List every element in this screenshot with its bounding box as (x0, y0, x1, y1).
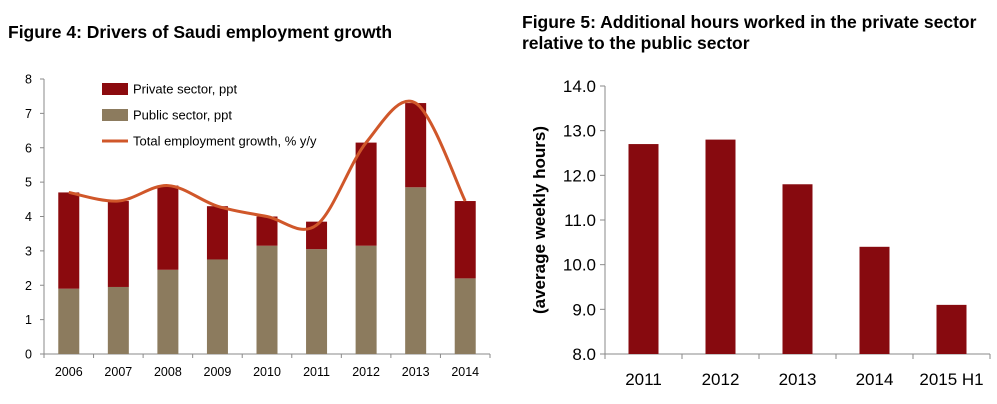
bar-hours (782, 184, 813, 354)
bar-hours (705, 139, 736, 354)
y-tick-label: 5 (25, 176, 32, 190)
bar-private-sector (405, 103, 427, 188)
bar-private-sector (157, 185, 179, 270)
bar-hours (628, 144, 659, 354)
legend-label: Total employment growth, % y/y (133, 134, 317, 149)
x-tick-label: 2006 (55, 365, 83, 379)
x-tick-label: 2012 (352, 365, 380, 379)
legend-label: Public sector, ppt (133, 108, 232, 123)
x-tick-label: 2008 (154, 365, 182, 379)
y-tick-label: 14.0 (563, 77, 596, 96)
bar-public-sector (206, 259, 228, 354)
bar-public-sector (157, 269, 179, 354)
bar-public-sector (58, 288, 80, 354)
y-tick-label: 8.0 (572, 345, 596, 364)
y-tick-label: 4 (25, 210, 32, 224)
bar-private-sector (454, 201, 476, 279)
x-tick-label: 2011 (303, 365, 330, 379)
bar-private-sector (58, 192, 80, 289)
bar-private-sector (206, 206, 228, 260)
y-tick-label: 12.0 (563, 166, 596, 185)
x-tick-label: 2010 (253, 365, 281, 379)
legend-swatch (102, 83, 128, 95)
y-tick-label: 3 (25, 244, 32, 258)
y-tick-label: 13.0 (563, 122, 596, 141)
x-tick-label: 2011 (625, 370, 662, 389)
bar-public-sector (306, 249, 328, 354)
y-tick-label: 7 (25, 107, 32, 121)
bar-hours (859, 246, 890, 354)
figure4-title: Figure 4: Drivers of Saudi employment gr… (8, 22, 393, 42)
bar-public-sector (256, 245, 278, 354)
x-tick-label: 2012 (702, 370, 740, 389)
y-tick-label: 6 (25, 141, 32, 155)
bar-private-sector (355, 142, 377, 246)
x-tick-label: 2013 (402, 365, 430, 379)
x-tick-label: 2015 H1 (919, 370, 983, 389)
bar-public-sector (355, 245, 377, 354)
x-tick-label: 2014 (451, 365, 479, 379)
figure5-title: Figure 5: Additional hours worked in the… (522, 12, 977, 53)
y-tick-label: 0 (25, 348, 32, 362)
x-tick-label: 2013 (779, 370, 817, 389)
y-tick-label: 11.0 (564, 211, 596, 230)
bar-hours (936, 304, 967, 354)
bar-public-sector (107, 286, 129, 354)
bar-private-sector (107, 201, 129, 287)
legend-label: Private sector, ppt (133, 82, 237, 97)
y-tick-label: 2 (25, 279, 32, 293)
y-tick-label: 10.0 (563, 256, 596, 275)
legend-swatch (102, 109, 128, 121)
x-tick-label: 2014 (856, 370, 894, 389)
y-tick-label: 8 (25, 73, 32, 87)
y-axis-label: (average weekly hours) (530, 126, 549, 314)
y-tick-label: 9.0 (572, 300, 596, 319)
y-tick-label: 1 (25, 313, 32, 327)
total-employment-line (68, 99, 467, 231)
x-tick-label: 2007 (104, 365, 132, 379)
bar-public-sector (454, 278, 476, 354)
bar-private-sector (256, 216, 278, 246)
x-tick-label: 2009 (204, 365, 232, 379)
bar-public-sector (405, 187, 427, 354)
